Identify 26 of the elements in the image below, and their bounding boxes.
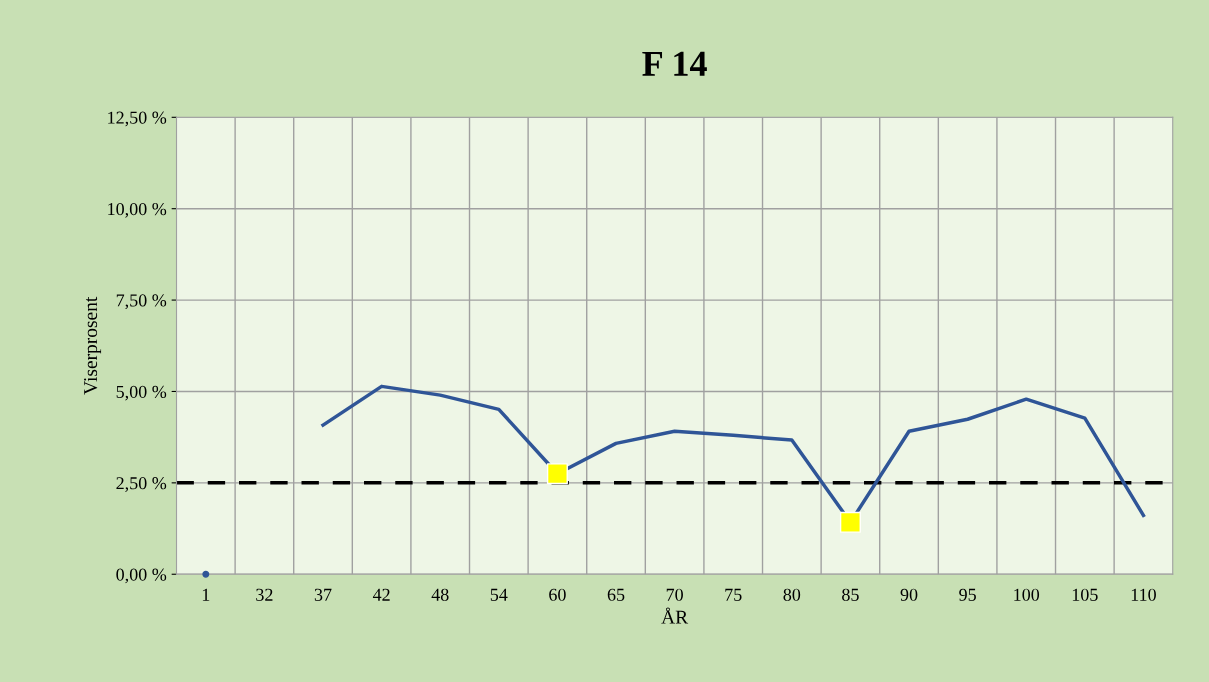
x-tick-label: 105 [1072,588,1098,601]
x-tick-label: 65 [607,588,625,601]
y-tick-label: 2,50 % [116,477,167,492]
y-tick-label: 10,00 % [108,202,167,218]
y-axis-title: Viserprosent [84,296,102,395]
y-tick-label: 7,50 % [116,294,167,310]
x-tick-label: 32 [256,588,273,601]
y-tick-label: 12,50 % [108,111,167,127]
x-tick-label: 75 [725,588,742,601]
x-tick-label: 37 [314,588,332,601]
x-tick-label: 80 [783,588,801,601]
x-tick-label: 110 [1131,588,1156,601]
x-tick-label: 42 [372,588,390,601]
x-tick-label: 100 [1014,588,1040,601]
y-tick-label: 5,00 % [116,385,167,401]
x-tick-label: 48 [431,588,449,601]
chart-title: F 14 [642,51,707,76]
x-tick-label: 1 [202,588,210,601]
x-tick-label: 70 [666,588,683,601]
x-tick-label: 60 [549,588,566,601]
x-tick-label: 85 [842,588,859,601]
x-tick-label: 90 [900,588,918,601]
x-axis-title: ÅR [661,607,689,624]
x-tick-label: 54 [490,588,508,601]
y-tick-label: 0,00 % [116,568,167,584]
x-tick-label: 95 [959,588,976,601]
